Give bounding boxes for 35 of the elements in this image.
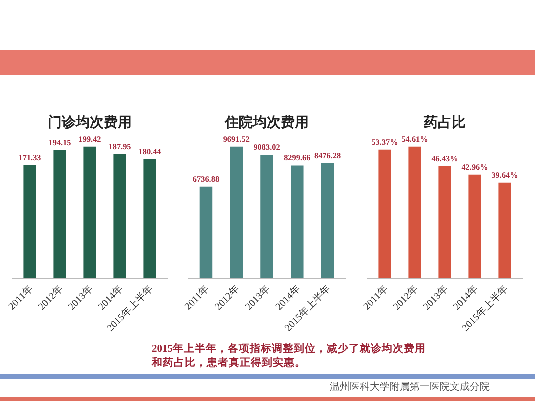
chart-title: 住院均次费用 — [224, 114, 309, 130]
bar — [200, 186, 213, 278]
data-label: 187.95 — [108, 142, 132, 152]
text: 温州医科大学附属第一医院文成分院 — [330, 382, 491, 394]
data-label: 53.37% — [372, 138, 398, 147]
text: 2015年上半年，各项指标调整到位，减少了就诊均次费用和药占比，患者真正得到实惠。 — [152, 343, 427, 370]
data-label: 9083.02 — [254, 143, 280, 152]
bar — [144, 159, 156, 278]
chart-title: 门诊均次费用 — [48, 114, 132, 130]
bar — [378, 150, 392, 278]
data-label: 194.15 — [48, 138, 72, 148]
bar — [291, 166, 304, 278]
data-label: 54.61% — [402, 134, 428, 144]
bar — [114, 154, 126, 278]
data-label: 9691.52 — [223, 134, 250, 144]
bar — [260, 155, 274, 278]
bar — [84, 146, 96, 278]
data-label: 180.44 — [138, 147, 162, 156]
bar — [498, 182, 512, 278]
data-label: 171.33 — [18, 153, 42, 162]
bar — [230, 146, 243, 278]
bar — [321, 163, 334, 278]
data-label: 8299.66 — [284, 154, 311, 163]
data-label: 6736.88 — [192, 174, 220, 184]
data-label: 8476.28 — [314, 151, 342, 160]
bar — [24, 165, 36, 278]
data-label: 46.43% — [432, 154, 458, 164]
data-label: 199.42 — [78, 134, 102, 144]
data-label: 39.64% — [492, 170, 518, 180]
data-label: 42.96% — [462, 162, 488, 172]
bar — [468, 174, 482, 278]
bar — [54, 150, 66, 278]
bar — [438, 166, 452, 278]
chart-title: 药占比 — [423, 114, 466, 130]
bar — [408, 146, 422, 278]
